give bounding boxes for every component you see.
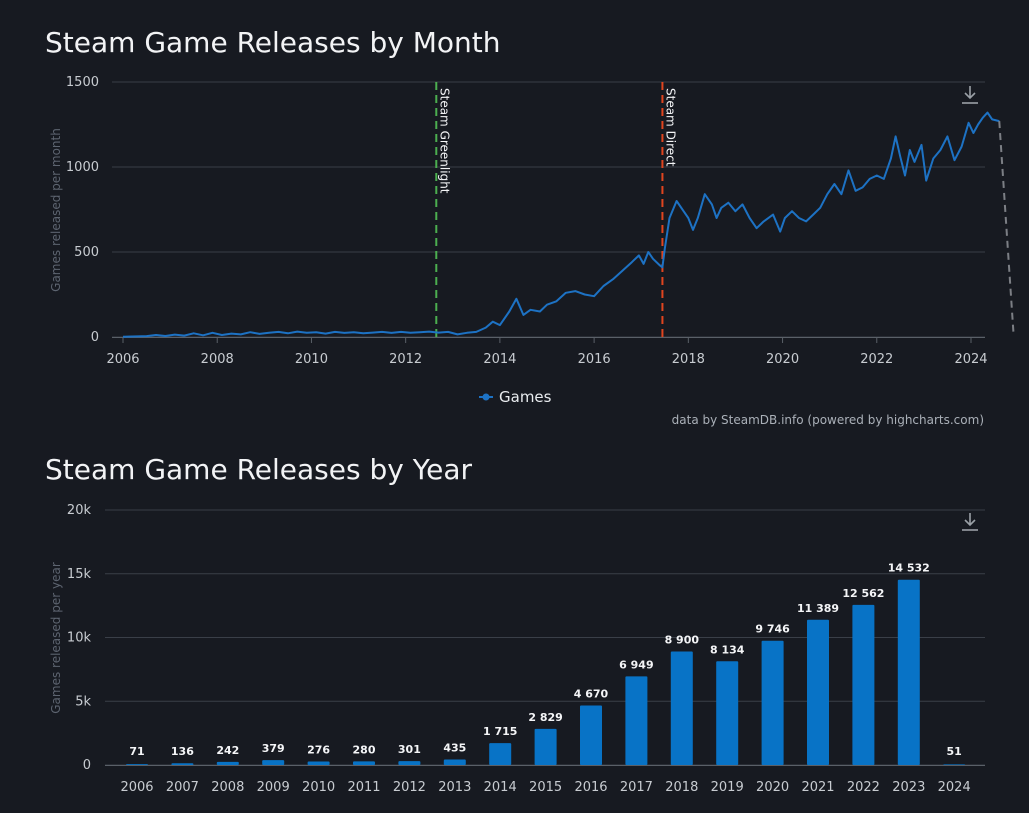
bar[interactable]: [580, 705, 602, 765]
bar[interactable]: [489, 743, 512, 765]
x-tick-label: 2012: [393, 780, 426, 795]
x-tick-label: 2008: [211, 780, 244, 795]
bar[interactable]: [761, 640, 784, 765]
data-label: 4 670: [574, 687, 609, 700]
data-label: 301: [398, 743, 421, 756]
y-tick-label: 1000: [66, 160, 99, 175]
x-tick-label: 2006: [106, 352, 139, 367]
y-tick-label: 15k: [67, 567, 92, 582]
direct-label: Steam Direct: [663, 88, 677, 167]
bar[interactable]: [398, 761, 421, 765]
incomplete-period-line: [998, 121, 1015, 332]
credits-link[interactable]: data by SteamDB.info (powered by highcha…: [672, 413, 984, 427]
bar[interactable]: [353, 761, 375, 765]
x-tick-label: 2024: [938, 780, 971, 795]
x-tick-label: 2023: [892, 780, 925, 795]
bar[interactable]: [716, 661, 739, 765]
data-label: 242: [216, 744, 239, 757]
data-label: 379: [262, 742, 285, 755]
x-tick-label: 2018: [672, 352, 705, 367]
bar[interactable]: [670, 651, 693, 765]
y-tick-label: 10k: [67, 631, 92, 646]
x-tick-label: 2018: [665, 780, 698, 795]
data-label: 276: [307, 743, 330, 756]
y-tick-label: 0: [83, 758, 91, 773]
x-tick-label: 2014: [483, 352, 516, 367]
bar[interactable]: [852, 604, 875, 765]
y-tick-label: 5k: [75, 694, 91, 709]
x-tick-label: 2024: [954, 352, 987, 367]
data-label: 71: [129, 745, 144, 758]
x-tick-label: 2020: [756, 780, 789, 795]
x-tick-label: 2015: [529, 780, 562, 795]
data-label: 280: [353, 743, 376, 756]
bar[interactable]: [171, 763, 194, 765]
data-label: 6 949: [619, 658, 653, 671]
data-label: 14 532: [888, 562, 930, 575]
bar[interactable]: [307, 761, 330, 765]
data-label: 1 715: [483, 725, 517, 738]
x-tick-label: 2012: [389, 352, 422, 367]
greenlight-label: Steam Greenlight: [437, 88, 451, 194]
bar[interactable]: [625, 676, 648, 765]
y-axis-title: Games released per month: [49, 128, 63, 292]
legend-marker[interactable]: [482, 393, 490, 401]
x-tick-label: 2014: [484, 780, 517, 795]
monthly-chart-title: Steam Game Releases by Month: [45, 26, 501, 59]
data-label: 2 829: [528, 711, 562, 724]
bar[interactable]: [262, 760, 285, 765]
bar[interactable]: [126, 764, 148, 765]
data-label: 435: [443, 741, 466, 754]
bar[interactable]: [897, 579, 920, 765]
data-label: 11 389: [797, 602, 839, 615]
bar[interactable]: [443, 759, 466, 765]
x-tick-label: 2009: [257, 780, 290, 795]
x-tick-label: 2019: [711, 780, 744, 795]
x-tick-label: 2011: [347, 780, 380, 795]
y-tick-label: 0: [91, 330, 99, 345]
bar[interactable]: [807, 619, 829, 765]
legend-item-games[interactable]: Games: [499, 388, 552, 406]
x-tick-label: 2022: [860, 352, 893, 367]
y-axis-title: Games released per year: [49, 562, 63, 714]
x-tick-label: 2022: [847, 780, 880, 795]
y-tick-label: 20k: [67, 503, 92, 518]
data-label: 8 900: [665, 634, 700, 647]
data-label: 8 134: [710, 643, 745, 656]
x-tick-label: 2016: [574, 780, 607, 795]
data-label: 136: [171, 745, 194, 758]
y-tick-label: 500: [74, 245, 99, 260]
x-tick-label: 2010: [302, 780, 335, 795]
bar[interactable]: [943, 764, 966, 765]
bar[interactable]: [216, 761, 239, 765]
yearly-chart-title: Steam Game Releases by Year: [45, 453, 472, 486]
y-tick-label: 1500: [66, 75, 99, 90]
x-tick-label: 2020: [766, 352, 799, 367]
x-tick-label: 2016: [578, 352, 611, 367]
x-tick-label: 2010: [295, 352, 328, 367]
x-tick-label: 2007: [166, 780, 199, 795]
x-tick-label: 2017: [620, 780, 653, 795]
bar[interactable]: [534, 728, 557, 765]
x-tick-label: 2021: [801, 780, 834, 795]
download-icon[interactable]: [962, 86, 978, 104]
x-tick-label: 2008: [201, 352, 234, 367]
x-tick-label: 2013: [438, 780, 471, 795]
data-label: 51: [947, 745, 962, 758]
data-label: 12 562: [842, 587, 884, 600]
download-icon[interactable]: [962, 513, 978, 531]
x-tick-label: 2006: [120, 780, 153, 795]
games-series-line: [122, 111, 1000, 338]
data-label: 9 746: [755, 623, 790, 636]
